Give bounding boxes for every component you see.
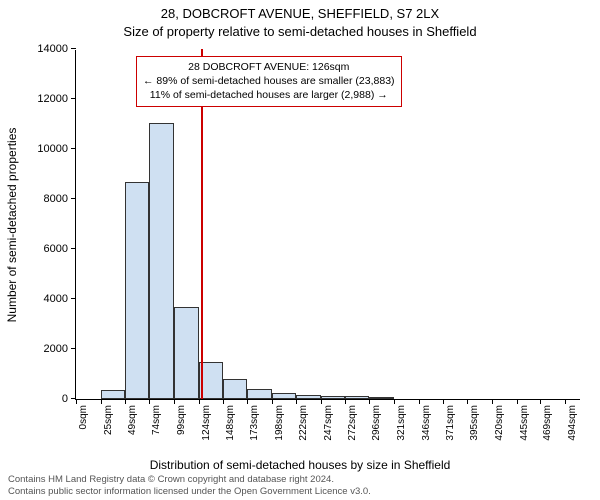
x-tick-label: 49sqm: [125, 399, 138, 435]
x-tick-label: 445sqm: [517, 399, 530, 441]
y-tick-label: 2000: [44, 343, 76, 355]
histogram-bar: [101, 390, 125, 399]
histogram-bar: [223, 379, 248, 399]
histogram-bar: [174, 307, 199, 400]
x-tick-label: 173sqm: [247, 399, 260, 441]
y-tick-label: 4000: [44, 293, 76, 305]
x-tick-label: 222sqm: [296, 399, 309, 441]
chart-title-main: 28, DOBCROFT AVENUE, SHEFFIELD, S7 2LX: [0, 6, 600, 21]
x-tick-label: 198sqm: [272, 399, 285, 441]
x-tick-label: 124sqm: [199, 399, 212, 441]
x-tick-label: 148sqm: [223, 399, 236, 441]
info-box-line3: 11% of semi-detached houses are larger (…: [143, 88, 395, 102]
info-box: 28 DOBCROFT AVENUE: 126sqm ← 89% of semi…: [136, 56, 402, 107]
y-tick-label: 0: [62, 393, 76, 405]
histogram-bar: [272, 393, 296, 399]
chart-container: 28, DOBCROFT AVENUE, SHEFFIELD, S7 2LX S…: [0, 0, 600, 500]
y-tick-label: 8000: [44, 193, 76, 205]
chart-title-sub: Size of property relative to semi-detach…: [0, 24, 600, 39]
x-tick-label: 321sqm: [394, 399, 407, 441]
histogram-bar: [149, 123, 174, 399]
x-tick-label: 99sqm: [174, 399, 187, 435]
x-tick-label: 272sqm: [345, 399, 358, 441]
y-tick-label: 14000: [37, 43, 76, 55]
x-tick-label: 395sqm: [467, 399, 480, 441]
x-tick-label: 420sqm: [492, 399, 505, 441]
y-tick-label: 10000: [37, 143, 76, 155]
footer-line2: Contains public sector information licen…: [8, 486, 371, 497]
x-axis-label: Distribution of semi-detached houses by …: [0, 458, 600, 472]
y-axis-label: Number of semi-detached properties: [5, 128, 19, 323]
x-tick-label: 296sqm: [369, 399, 382, 441]
x-tick-label: 0sqm: [76, 399, 89, 429]
x-tick-label: 25sqm: [101, 399, 114, 435]
footer-line1: Contains HM Land Registry data © Crown c…: [8, 474, 371, 485]
histogram-bar: [125, 182, 150, 400]
info-box-line2: ← 89% of semi-detached houses are smalle…: [143, 74, 395, 88]
histogram-bar: [369, 397, 394, 399]
x-tick-label: 469sqm: [540, 399, 553, 441]
histogram-bar: [345, 396, 369, 399]
histogram-bar: [321, 396, 346, 399]
y-tick-label: 12000: [37, 93, 76, 105]
x-tick-label: 247sqm: [321, 399, 334, 441]
y-tick-label: 6000: [44, 243, 76, 255]
x-tick-label: 494sqm: [565, 399, 578, 441]
footer: Contains HM Land Registry data © Crown c…: [8, 474, 371, 497]
plot-area: 020004000600080001000012000140000sqm25sq…: [75, 50, 580, 400]
x-tick-label: 371sqm: [443, 399, 456, 441]
x-tick-label: 74sqm: [149, 399, 162, 435]
histogram-bar: [247, 389, 272, 399]
x-tick-label: 346sqm: [419, 399, 432, 441]
info-box-line1: 28 DOBCROFT AVENUE: 126sqm: [143, 60, 395, 74]
histogram-bar: [296, 395, 321, 400]
